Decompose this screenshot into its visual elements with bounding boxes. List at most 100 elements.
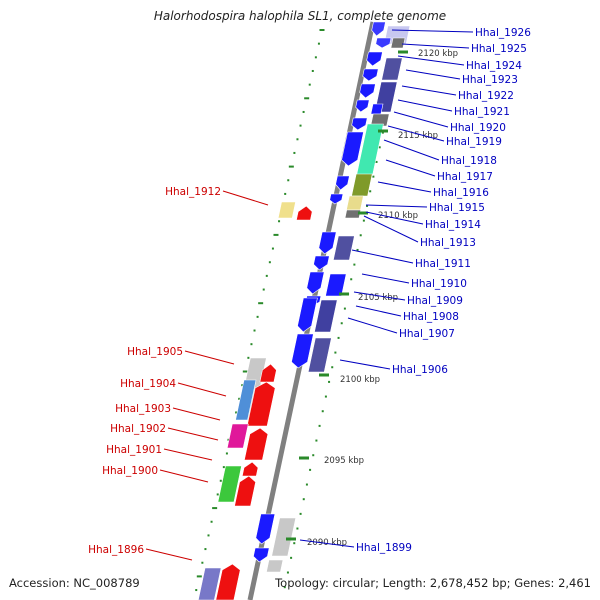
guide-dash xyxy=(242,370,248,373)
gene-label-hhal-1901[interactable]: Hhal_1901 xyxy=(106,444,162,456)
genome-title: Halorhodospira halophila SL1, complete g… xyxy=(153,9,447,23)
forward-gene-7 xyxy=(359,83,376,99)
guide-dot xyxy=(350,278,353,281)
gene-label-hhal-1919[interactable]: Hhal_1919 xyxy=(446,136,502,148)
guide-dot xyxy=(337,336,340,339)
gene-label-hhal-1909[interactable]: Hhal_1909 xyxy=(407,295,463,307)
leader-line xyxy=(299,539,355,548)
guide-dot xyxy=(207,534,210,537)
forward-gene-5 xyxy=(381,57,403,81)
forward-gene-14 xyxy=(356,123,384,177)
gene-label-hhal-1902[interactable]: Hhal_1902 xyxy=(110,423,166,435)
leader-line xyxy=(159,469,209,483)
gene-label-hhal-1906[interactable]: Hhal_1906 xyxy=(392,364,448,376)
gene-label-hhal-1917[interactable]: Hhal_1917 xyxy=(437,171,493,183)
tick-mark xyxy=(358,211,368,215)
guide-dot xyxy=(201,561,204,564)
gene-label-hhal-1907[interactable]: Hhal_1907 xyxy=(399,328,455,340)
guide-dot xyxy=(219,479,222,482)
leader-line xyxy=(361,273,410,284)
tick-mark xyxy=(299,456,309,460)
gene-label-hhal-1908[interactable]: Hhal_1908 xyxy=(403,311,459,323)
gene-label-hhal-1899[interactable]: Hhal_1899 xyxy=(356,542,412,554)
guide-dot xyxy=(287,179,290,182)
gene-label-hhal-1923[interactable]: Hhal_1923 xyxy=(462,74,518,86)
leader-line xyxy=(401,43,470,49)
gene-label-hhal-1922[interactable]: Hhal_1922 xyxy=(458,90,514,102)
gene-label-hhal-1911[interactable]: Hhal_1911 xyxy=(415,258,471,270)
gene-label-hhal-1916[interactable]: Hhal_1916 xyxy=(433,187,489,199)
forward-gene-16 xyxy=(335,175,350,191)
leader-line xyxy=(177,382,227,397)
leader-line xyxy=(387,125,445,142)
forward-gene-9 xyxy=(355,99,370,113)
guide-dot xyxy=(299,512,302,515)
guide-dash xyxy=(212,507,218,510)
forward-gene-10 xyxy=(370,103,384,115)
guide-dot xyxy=(378,146,381,149)
guide-dot xyxy=(311,69,314,72)
leader-line xyxy=(363,215,419,243)
guide-dot xyxy=(253,329,256,332)
leader-line xyxy=(347,317,398,334)
leader-line xyxy=(145,548,193,561)
guide-dot xyxy=(238,397,241,400)
guide-dot xyxy=(290,556,293,559)
gene-label-hhal-1900[interactable]: Hhal_1900 xyxy=(102,465,158,477)
gene-label-hhal-1896[interactable]: Hhal_1896 xyxy=(88,544,144,556)
forward-gene-11 xyxy=(351,117,368,131)
reverse-gene-35 xyxy=(296,205,313,221)
guide-dot xyxy=(235,411,238,414)
guide-dash xyxy=(273,233,279,236)
guide-dot xyxy=(210,520,213,523)
guide-dot xyxy=(195,589,198,592)
guide-dot xyxy=(318,424,321,427)
forward-gene-17 xyxy=(329,193,344,205)
guide-dot xyxy=(328,380,331,383)
gene-features[interactable] xyxy=(197,21,411,600)
gene-label-hhal-1915[interactable]: Hhal_1915 xyxy=(429,202,485,214)
guide-dot xyxy=(314,56,317,59)
gene-label-hhal-1903[interactable]: Hhal_1903 xyxy=(115,403,171,415)
guide-dot xyxy=(296,138,299,141)
gene-labels[interactable]: Hhal_1926 Hhal_1925 Hhal_1924 Hhal_1923 Hhal… xyxy=(88,27,531,556)
tick-mark xyxy=(398,50,408,54)
guide-dash xyxy=(319,29,325,31)
guide-dot xyxy=(312,454,315,457)
genome-summary-text: Topology: circular; Length: 2,678,452 bp… xyxy=(275,576,591,590)
reverse-gene-45 xyxy=(215,563,241,600)
leader-line xyxy=(401,85,457,96)
reverse-gene-44 xyxy=(234,475,256,507)
gene-label-hhal-1913[interactable]: Hhal_1913 xyxy=(420,237,476,249)
forward-gene-33 xyxy=(266,559,284,573)
accession-text: Accession: NC_008789 xyxy=(9,576,140,590)
forward-gene-26 xyxy=(297,297,318,333)
gene-label-hhal-1914[interactable]: Hhal_1914 xyxy=(425,219,481,231)
gene-label-hhal-1924[interactable]: Hhal_1924 xyxy=(466,60,522,72)
gene-label-hhal-1920[interactable]: Hhal_1920 xyxy=(450,122,506,134)
gene-label-hhal-1904[interactable]: Hhal_1904 xyxy=(120,378,176,390)
gene-label-hhal-1926[interactable]: Hhal_1926 xyxy=(475,27,531,39)
label-leader-lines xyxy=(145,29,474,561)
gene-label-hhal-1905[interactable]: Hhal_1905 xyxy=(127,346,183,358)
gene-label-hhal-1921[interactable]: Hhal_1921 xyxy=(454,106,510,118)
tick-mark xyxy=(339,292,349,296)
leader-line xyxy=(377,181,432,193)
gene-label-hhal-1918[interactable]: Hhal_1918 xyxy=(441,155,497,167)
forward-gene-6 xyxy=(362,68,379,82)
guide-dot xyxy=(375,160,378,163)
guide-dot xyxy=(353,263,356,266)
guide-dot xyxy=(225,452,228,455)
gene-label-hhal-1910[interactable]: Hhal_1910 xyxy=(411,278,467,290)
gene-label-hhal-1912[interactable]: Hhal_1912 xyxy=(165,186,221,198)
gene-label-hhal-1925[interactable]: Hhal_1925 xyxy=(471,43,527,55)
guide-dot xyxy=(256,315,259,318)
guide-dot xyxy=(284,192,287,195)
tick-label: 2100 kbp xyxy=(340,375,380,385)
forward-gene-3 xyxy=(390,37,406,49)
leader-line xyxy=(397,55,465,66)
tick-mark xyxy=(378,129,388,133)
guide-dash xyxy=(304,97,310,100)
leader-line xyxy=(351,249,414,264)
